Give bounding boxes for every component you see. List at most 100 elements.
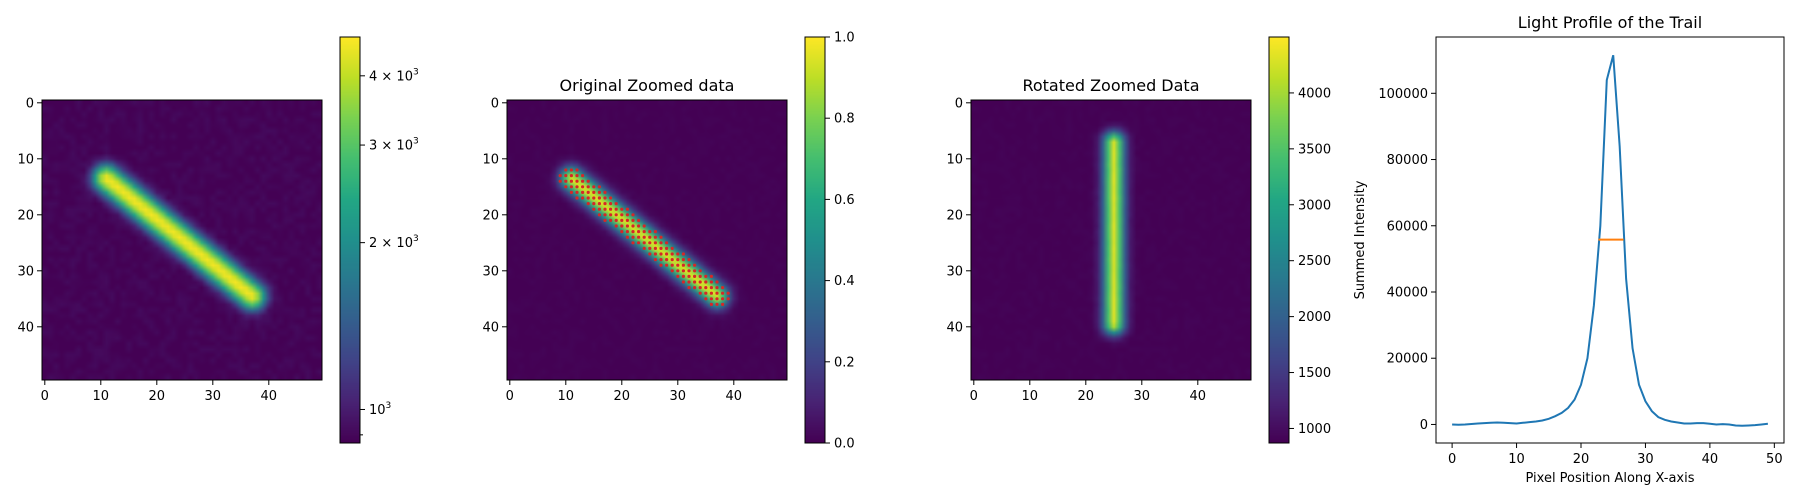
panel-4-xtick-label: 10	[1508, 452, 1525, 467]
panel-3-xtick-label: 20	[1078, 389, 1095, 404]
selected-pixel-marker	[637, 230, 641, 234]
panel-3-xtick-label: 30	[1134, 389, 1151, 404]
selected-pixel-marker	[681, 252, 686, 256]
selected-pixel-marker	[648, 241, 652, 245]
panel-3-colorbar-frame	[1268, 36, 1290, 444]
panel-1-colorbar-frame	[339, 36, 361, 444]
panel-1-ytick-label: 0	[26, 96, 34, 111]
selected-pixel-marker	[693, 280, 697, 284]
panel-2-colorbar-tick-label: 0.8	[834, 112, 855, 127]
panel-3-xtick-label: 10	[1022, 389, 1039, 404]
selected-pixel-marker	[676, 274, 680, 278]
selected-pixel-marker	[603, 207, 607, 211]
colorbar-tick-base: 2 × 10	[369, 236, 413, 251]
panel-1-xtick-label: 30	[205, 389, 222, 404]
panel-4-ylabel: Summed Intensity	[1353, 180, 1368, 299]
selected-pixel-marker	[569, 168, 574, 172]
selected-pixel-marker	[625, 207, 630, 211]
selected-pixel-marker	[575, 174, 579, 178]
selected-pixel-marker	[586, 190, 590, 194]
selected-pixel-marker	[581, 196, 585, 200]
panel-2-xtick-label: 0	[506, 389, 514, 404]
panel-4-xlabel: Pixel Position Along X-axis	[1525, 471, 1694, 486]
panel-4-plot: 0 10 20 30 40 50 0 20000 40000 60000 80000 100000	[1378, 54, 1783, 467]
selected-pixel-marker	[659, 235, 663, 239]
selected-pixel-marker	[592, 196, 596, 200]
selected-pixel-marker	[614, 202, 618, 206]
selected-pixel-marker	[564, 174, 568, 178]
selected-pixel-marker	[687, 280, 691, 284]
panel-1-colorbar-tick-label: 4 × 103	[369, 67, 419, 84]
light-profile-line	[1452, 54, 1768, 427]
selected-pixel-marker	[631, 235, 635, 239]
selected-pixel-marker	[597, 190, 602, 194]
panel-2: Original Zoomed data 001010202030304040 …	[482, 31, 854, 452]
panel-4-ytick-label: 40000	[1387, 285, 1428, 300]
panel-3-colorbar	[1269, 37, 1289, 443]
panel-1-ytick-label: 40	[17, 320, 34, 335]
selected-pixel-marker	[569, 190, 574, 194]
selected-pixel-marker	[665, 241, 669, 245]
panel-2-ticks: 0 0 10 10 20 20 30 30 40 40	[482, 96, 742, 404]
panel-2-xtick-label: 10	[558, 389, 575, 404]
selected-pixel-marker	[625, 230, 630, 234]
selected-pixel-marker	[670, 263, 674, 267]
selected-pixel-marker	[704, 291, 708, 295]
panel-4-xtick-label: 20	[1573, 452, 1590, 467]
selected-pixel-marker	[681, 269, 686, 273]
selected-pixel-marker	[659, 246, 663, 250]
selected-pixel-marker	[709, 280, 714, 284]
selected-pixel-marker	[609, 207, 613, 211]
selected-pixel-marker	[581, 190, 585, 194]
selected-pixel-marker	[721, 286, 725, 290]
selected-pixel-marker	[709, 274, 714, 278]
selected-pixel-marker	[721, 291, 725, 295]
selected-pixel-marker	[586, 202, 590, 206]
panel-3-xtick-label: 0	[970, 389, 978, 404]
panel-3-colorbar-ticks: 1000 1500 2000 2500 3000 3500 4000	[1289, 86, 1331, 437]
selected-pixel-marker	[581, 179, 585, 183]
selected-pixel-marker	[592, 185, 596, 189]
panel-2-xtick-label: 30	[670, 389, 687, 404]
panel-2-ytick-label: 10	[482, 152, 499, 167]
selected-pixel-marker	[648, 235, 652, 239]
panel-1-colorbar	[340, 37, 360, 443]
selected-pixel-marker	[681, 263, 686, 267]
selected-pixel-marker	[665, 246, 669, 250]
selected-pixel-marker	[575, 190, 579, 194]
selected-pixel-marker	[625, 213, 630, 217]
selected-pixel-marker	[648, 246, 652, 250]
selected-pixel-marker	[698, 280, 702, 284]
selected-pixel-marker	[620, 224, 624, 228]
selected-pixel-marker	[625, 224, 630, 228]
panel-2-title: Original Zoomed data	[560, 76, 735, 95]
selected-pixel-marker	[620, 207, 624, 211]
selected-pixel-marker	[569, 174, 574, 178]
selected-pixel-marker	[693, 286, 697, 290]
panel-3-colorbar-tick-label: 3000	[1298, 198, 1331, 213]
panel-3-colorbar-tick-label: 1000	[1298, 422, 1331, 437]
selected-pixel-marker	[614, 224, 618, 228]
selected-pixel-marker	[659, 252, 663, 256]
selected-pixel-marker	[575, 196, 579, 200]
selected-pixel-marker	[681, 280, 686, 284]
selected-pixel-marker	[609, 213, 613, 217]
selected-pixel-marker	[642, 235, 646, 239]
selected-pixel-marker	[620, 213, 624, 217]
selected-pixel-marker	[631, 230, 635, 234]
selected-pixel-marker	[581, 185, 585, 189]
selected-pixel-marker	[648, 230, 652, 234]
selected-pixel-marker	[665, 263, 669, 267]
panel-4-xtick-label: 40	[1702, 452, 1719, 467]
panel-3-colorbar-tick-label: 4000	[1298, 86, 1331, 101]
selected-pixel-marker	[569, 185, 574, 189]
selected-pixel-marker	[603, 196, 607, 200]
selected-pixel-marker	[642, 224, 646, 228]
selected-pixel-marker	[614, 218, 618, 222]
selected-pixel-marker	[693, 274, 697, 278]
selected-pixel-marker	[620, 218, 624, 222]
panel-1-xtick-label: 20	[149, 389, 166, 404]
selected-pixel-marker	[631, 224, 635, 228]
